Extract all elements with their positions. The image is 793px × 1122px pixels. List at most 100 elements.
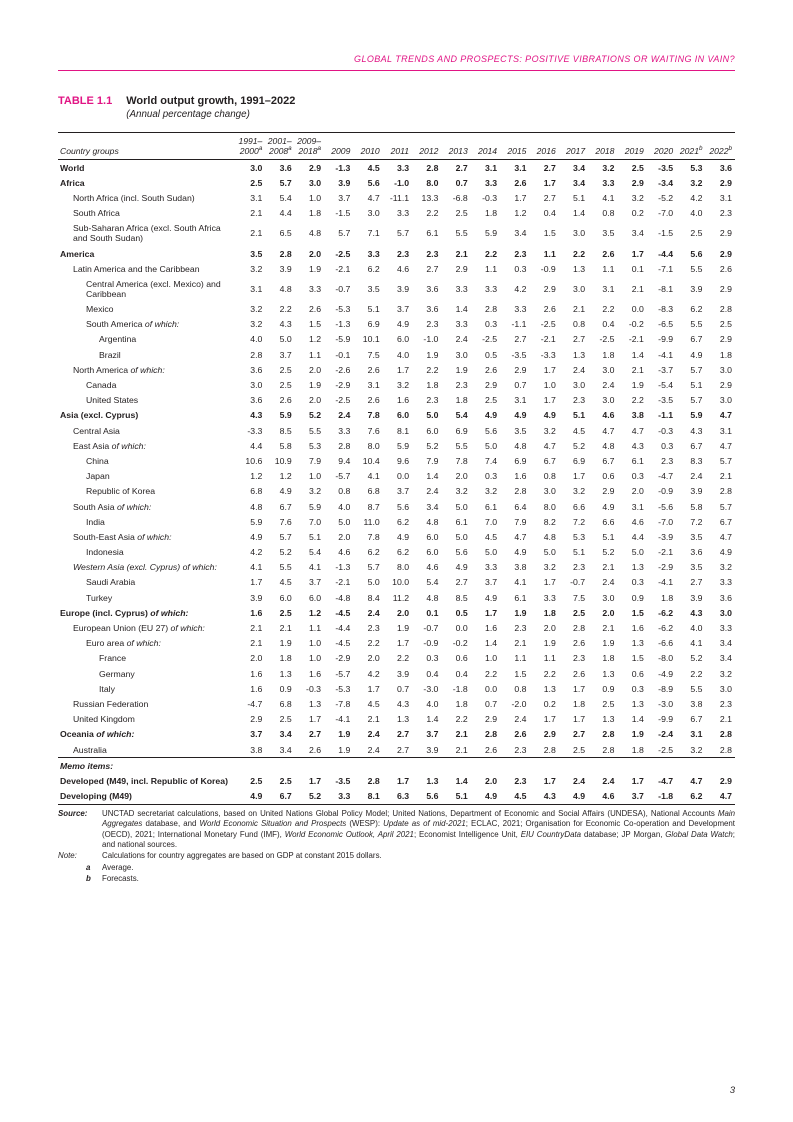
cell-value: 2.5 xyxy=(279,607,292,618)
row-label: Indonesia xyxy=(86,547,124,558)
cell-value: 0.8 xyxy=(602,208,615,219)
cell-value: 1.5 xyxy=(543,228,556,239)
cell-empty xyxy=(236,757,266,774)
cell-value: 3.0 xyxy=(367,208,380,219)
cell-value: 3.1 xyxy=(719,192,732,203)
cell-value: -4.4 xyxy=(335,623,351,634)
cell-value: 1.1 xyxy=(543,653,556,664)
cell-value: -2.1 xyxy=(335,577,351,588)
cell-value: -6.6 xyxy=(658,638,674,649)
cell-value: 3.3 xyxy=(396,208,410,219)
table-row: Australia 3.8 3.4 2.6 1.9 2.4 2.7 3.9 2.1 2.6 2.3 2… xyxy=(58,742,735,758)
cell-value: 2.3 xyxy=(426,319,439,330)
cell-value: 7.5 xyxy=(367,349,380,360)
cell-value: 2.9 xyxy=(719,283,732,294)
cell-empty xyxy=(588,757,618,774)
column-header-year: 2015 xyxy=(500,132,530,160)
cell-value: 2.1 xyxy=(719,471,732,482)
cell-empty xyxy=(324,757,354,774)
cell-value: 4.1 xyxy=(514,577,527,588)
cell-value: 13.3 xyxy=(421,192,439,203)
cell-value: 3.6 xyxy=(426,283,439,294)
cell-value: 7.8 xyxy=(367,531,380,542)
cell-value: 1.6 xyxy=(631,623,644,634)
source-text-segment: World Economic Outlook, April 2021 xyxy=(284,829,414,839)
cell-empty xyxy=(646,757,677,774)
cell-value: 4.1 xyxy=(602,192,615,203)
cell-value: 0.7 xyxy=(455,177,468,188)
cell-value: 1.3 xyxy=(602,668,615,679)
cell-value: 2.1 xyxy=(719,714,732,725)
cell-value: 1.6 xyxy=(250,607,263,618)
column-header-year: 2020 xyxy=(646,132,677,160)
cell-value: 1.1 xyxy=(485,263,498,274)
cell-value: 2.9 xyxy=(719,228,732,239)
source-text: UNCTAD secretariat calculations, based o… xyxy=(102,809,735,851)
source-note: Source: UNCTAD secretariat calculations,… xyxy=(58,809,735,851)
cell-empty xyxy=(617,757,647,774)
cell-value: 3.4 xyxy=(719,638,732,649)
cell-value: 3.8 xyxy=(631,410,644,421)
cell-value: -1.5 xyxy=(658,228,674,239)
cell-value: 3.3 xyxy=(455,283,468,294)
cell-value: 7.4 xyxy=(485,455,498,466)
cell-value: 1.6 xyxy=(514,471,527,482)
row-label: Euro area of which: xyxy=(86,638,161,649)
cell-value: 0.2 xyxy=(543,698,556,709)
cell-value: 2.5 xyxy=(602,698,615,709)
cell-value: 2.0 xyxy=(250,653,263,664)
cell-value: 4.6 xyxy=(338,547,351,558)
cell-value: 4.5 xyxy=(367,162,380,173)
row-label: Central Asia xyxy=(73,425,120,436)
cell-value: 3.4 xyxy=(719,653,732,664)
cell-value: 3.0 xyxy=(602,395,615,406)
cell-value: 7.8 xyxy=(367,410,380,421)
cell-value: 3.3 xyxy=(367,248,380,259)
cell-value: 5.1 xyxy=(573,547,586,558)
cell-value: -2.5 xyxy=(658,744,674,755)
cell-value: 2.3 xyxy=(367,623,380,634)
cell-value: 3.8 xyxy=(250,744,263,755)
cell-value: 5.5 xyxy=(690,263,703,274)
cell-value: 5.7 xyxy=(279,177,292,188)
cell-value: 5.6 xyxy=(455,547,468,558)
cell-value: 0.4 xyxy=(426,668,439,679)
cell-value: 7.6 xyxy=(279,516,292,527)
cell-value: 2.9 xyxy=(250,714,263,725)
column-header-year: 2001– 2008a xyxy=(265,132,295,160)
row-label: South America of which: xyxy=(86,319,180,330)
cell-value: 3.2 xyxy=(719,562,732,573)
cell-value: 2.8 xyxy=(485,729,498,740)
cell-value: 5.9 xyxy=(279,410,292,421)
cell-value: -6.2 xyxy=(658,607,674,618)
table-row: India 5.9 7.6 7.0 5.0 11.0 6.2 4.8 6.1 7.0 7.9 8.2 7… xyxy=(58,514,735,529)
row-label: Sub-Saharan Africa (excl. South Africa a… xyxy=(73,223,221,244)
cell-value: 3.1 xyxy=(250,283,263,294)
cell-value: 10.6 xyxy=(245,455,263,466)
cell-value: 2.2 xyxy=(426,364,439,375)
cell-value: -4.9 xyxy=(658,668,674,679)
cell-value: 8.0 xyxy=(396,562,410,573)
cell-value: 2.1 xyxy=(602,562,615,573)
cell-value: 3.5 xyxy=(367,283,380,294)
cell-value: 3.2 xyxy=(719,668,732,679)
cell-value: -5.6 xyxy=(658,501,674,512)
table-row: Italy 1.6 0.9 -0.3 -5.3 1.7 0.7 -3.0 -1.8 0.0 0.8 1… xyxy=(58,681,735,696)
cell-value: 6.0 xyxy=(426,531,439,542)
cell-value: 1.8 xyxy=(602,653,615,664)
cell-value: 2.3 xyxy=(396,248,410,259)
column-header-country-groups: Country groups xyxy=(58,132,236,160)
cell-value: 4.9 xyxy=(396,319,410,330)
cell-value: 3.3 xyxy=(719,577,732,588)
cell-value: 2.3 xyxy=(514,623,527,634)
cell-value: 3.5 xyxy=(250,248,263,259)
cell-value: 1.5 xyxy=(308,319,322,330)
cell-value: 5.2 xyxy=(690,653,703,664)
cell-value: 2.9 xyxy=(719,177,732,188)
cell-value: 1.1 xyxy=(308,623,322,634)
cell-value: -2.0 xyxy=(511,698,527,709)
column-header-year: 1991– 2000a xyxy=(236,132,266,160)
cell-value: 1.9 xyxy=(338,729,351,740)
cell-value: 2.7 xyxy=(690,577,703,588)
cell-value: 2.7 xyxy=(426,263,439,274)
